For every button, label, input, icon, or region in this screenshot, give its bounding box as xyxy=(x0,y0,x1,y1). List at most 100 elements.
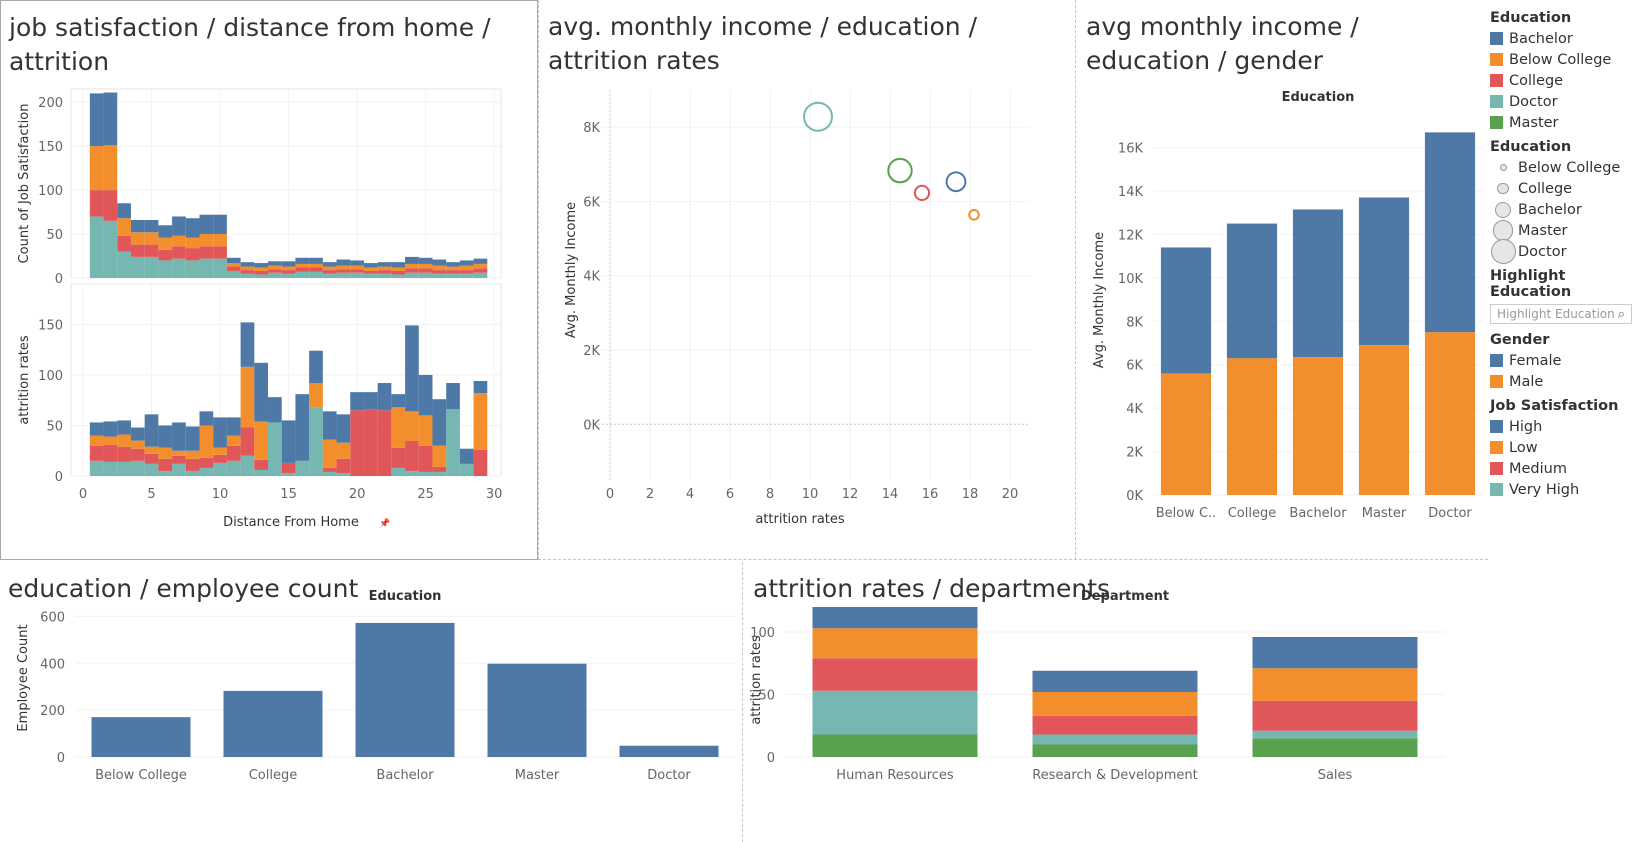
bottom-bar-segment[interactable] xyxy=(418,445,433,472)
bottom-bar-segment[interactable] xyxy=(281,472,296,476)
top-bar-segment[interactable] xyxy=(309,257,323,264)
bottom-bar-segment[interactable] xyxy=(322,439,337,468)
top-bar-segment[interactable] xyxy=(254,267,269,271)
bottom-bar-segment[interactable] xyxy=(405,440,419,471)
bottom-bar-segment[interactable] xyxy=(446,409,460,476)
bottom-bar-segment[interactable] xyxy=(322,411,337,440)
bottom-bar-segment[interactable] xyxy=(363,409,378,476)
bottom-bar-segment[interactable] xyxy=(240,322,255,367)
top-bar-segment[interactable] xyxy=(117,203,131,219)
top-bar-segment[interactable] xyxy=(117,251,131,278)
scatter-point[interactable] xyxy=(803,101,833,132)
bottom-bar-segment[interactable] xyxy=(117,446,131,462)
bar-segment[interactable] xyxy=(812,628,978,659)
bottom-bar-segment[interactable] xyxy=(158,458,173,471)
bottom-bar-segment[interactable] xyxy=(268,397,282,423)
top-bar-segment[interactable] xyxy=(117,235,131,252)
legend-item-size[interactable]: Master xyxy=(1490,220,1640,241)
bottom-bar-segment[interactable] xyxy=(117,434,131,447)
top-bar-segment[interactable] xyxy=(405,256,419,264)
top-bar-segment[interactable] xyxy=(213,214,227,235)
top-bar-segment[interactable] xyxy=(459,260,474,266)
legend-item-job-satisfaction[interactable]: Low xyxy=(1490,437,1640,458)
legend-item-size[interactable]: Doctor xyxy=(1490,239,1640,264)
top-bar-segment[interactable] xyxy=(432,270,447,274)
scatter-point[interactable] xyxy=(968,209,980,221)
bottom-bar-segment[interactable] xyxy=(418,374,433,416)
legend-item-size[interactable]: Bachelor xyxy=(1490,199,1640,220)
bottom-bar-segment[interactable] xyxy=(391,467,406,476)
legend-item-education[interactable]: College xyxy=(1490,70,1640,91)
top-bar-segment[interactable] xyxy=(295,271,310,278)
top-bar-segment[interactable] xyxy=(336,272,351,278)
top-bar-segment[interactable] xyxy=(350,260,364,266)
top-bar-segment[interactable] xyxy=(309,267,323,272)
bottom-bar-segment[interactable] xyxy=(144,463,159,476)
bottom-bar-segment[interactable] xyxy=(405,325,419,412)
bottom-bar-segment[interactable] xyxy=(295,460,310,476)
top-bar-segment[interactable] xyxy=(213,258,227,278)
bar-segment[interactable] xyxy=(1032,715,1198,735)
top-bar-segment[interactable] xyxy=(144,219,159,233)
bottom-bar-segment[interactable] xyxy=(418,471,433,476)
bottom-bar-segment[interactable] xyxy=(405,470,419,476)
bottom-bar-segment[interactable] xyxy=(459,463,474,476)
top-bar-segment[interactable] xyxy=(130,219,145,233)
bar-segment[interactable] xyxy=(812,658,978,691)
bottom-bar-segment[interactable] xyxy=(418,415,433,446)
top-bar-segment[interactable] xyxy=(185,260,200,278)
bottom-bar-segment[interactable] xyxy=(377,410,392,476)
top-bar-segment[interactable] xyxy=(199,246,214,259)
top-bar-segment[interactable] xyxy=(446,266,460,271)
bar-segment[interactable] xyxy=(1160,247,1212,374)
bottom-bar-segment[interactable] xyxy=(240,427,255,456)
top-bar-segment[interactable] xyxy=(473,272,488,278)
top-bar-segment[interactable] xyxy=(172,216,186,236)
top-bar-segment[interactable] xyxy=(144,256,159,278)
top-bar-segment[interactable] xyxy=(405,272,419,278)
bottom-bar-segment[interactable] xyxy=(432,399,447,446)
bar-segment[interactable] xyxy=(1032,744,1198,758)
top-bar-segment[interactable] xyxy=(446,262,460,267)
top-bar-segment[interactable] xyxy=(350,265,364,270)
chart-income-education-attrition[interactable]: 0 2 4 6 8 10 12 14 16 18 20 0K 2K 4K 6K 8K Avg. Monthly … xyxy=(540,0,1075,555)
top-bar-segment[interactable] xyxy=(89,146,104,191)
bar-segment[interactable] xyxy=(812,690,978,735)
top-bar-segment[interactable] xyxy=(130,244,145,257)
bar-segment[interactable] xyxy=(1032,670,1198,692)
bottom-bar-segment[interactable] xyxy=(363,392,378,410)
top-bar-segment[interactable] xyxy=(336,259,351,266)
bottom-bar-segment[interactable] xyxy=(117,420,131,435)
top-bar-segment[interactable] xyxy=(446,270,460,274)
top-bar-segment[interactable] xyxy=(363,270,378,274)
top-bar-segment[interactable] xyxy=(295,263,310,268)
top-bar-segment[interactable] xyxy=(473,258,488,264)
bottom-bar-segment[interactable] xyxy=(185,470,200,476)
bottom-bar-segment[interactable] xyxy=(295,394,310,461)
top-bar-segment[interactable] xyxy=(350,272,364,278)
top-bar-segment[interactable] xyxy=(350,269,364,273)
top-bar-segment[interactable] xyxy=(158,225,173,238)
bottom-bar-segment[interactable] xyxy=(268,422,282,476)
top-bar-segment[interactable] xyxy=(322,270,337,274)
bottom-bar-segment[interactable] xyxy=(391,407,406,448)
bar-segment[interactable] xyxy=(1226,358,1278,495)
bar-segment[interactable] xyxy=(1358,197,1410,346)
bottom-bar-segment[interactable] xyxy=(158,425,173,448)
legend-item-education[interactable]: Below College xyxy=(1490,49,1640,70)
top-bar-segment[interactable] xyxy=(446,273,460,278)
bottom-bar-segment[interactable] xyxy=(199,457,214,468)
top-bar-segment[interactable] xyxy=(144,244,159,257)
bottom-bar-segment[interactable] xyxy=(172,463,186,476)
bottom-bar-segment[interactable] xyxy=(432,466,447,472)
legend-item-job-satisfaction[interactable]: Very High xyxy=(1490,479,1640,500)
bar[interactable] xyxy=(355,622,455,757)
bar-segment[interactable] xyxy=(1252,637,1418,669)
top-bar-segment[interactable] xyxy=(144,232,159,245)
top-bar-segment[interactable] xyxy=(459,265,474,271)
top-bar-segment[interactable] xyxy=(432,259,447,266)
bottom-bar-segment[interactable] xyxy=(172,450,186,456)
top-bar-segment[interactable] xyxy=(391,262,406,268)
top-bar-segment[interactable] xyxy=(185,218,200,238)
top-bar-segment[interactable] xyxy=(281,266,296,271)
